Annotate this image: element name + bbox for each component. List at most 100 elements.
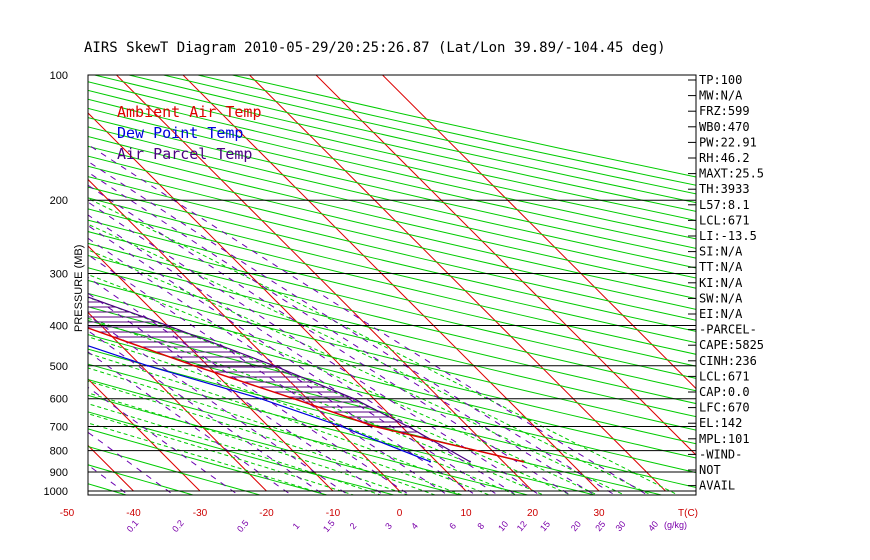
stat-item: CINH:236 [699, 354, 757, 368]
dry-adiabat [88, 254, 696, 405]
dry-adiabat [88, 428, 329, 495]
bottom-temp-tick-label: -30 [193, 508, 208, 519]
isotherm-line [182, 75, 600, 492]
mixing-ratio-tick-label: 2 [348, 521, 359, 531]
bottom-temp-tick-label: 30 [593, 508, 605, 519]
dry-adiabat [88, 186, 696, 332]
stat-item: SI:N/A [699, 245, 743, 259]
mixing-ratio-line [88, 276, 411, 495]
mixing-ratio-tick-label: 10 [496, 519, 510, 533]
pressure-tick-label: 800 [50, 446, 68, 458]
pressure-tick-label: 300 [50, 268, 68, 280]
mixing-ratio-tick-label: 0.2 [170, 518, 186, 534]
mixing-ratio-tick-label: 25 [593, 519, 607, 533]
parcel-point [273, 364, 276, 367]
pressure-tick-label: 200 [50, 195, 68, 207]
isotherm-line [315, 75, 696, 456]
mixing-ratio-line [88, 330, 325, 495]
dry-adiabat [88, 107, 696, 249]
mixing-ratio-line [88, 237, 477, 495]
ambient-curve [88, 327, 524, 463]
dry-adiabat [88, 135, 696, 279]
dry-adiabat [88, 445, 262, 495]
mixing-ratio-unit-label: (g/kg) [664, 520, 687, 530]
bottom-temp-tick-label: -20 [259, 508, 274, 519]
parcel-point [166, 324, 169, 327]
bottom-temp-tick-label: 10 [460, 508, 472, 519]
stat-item: LFC:670 [699, 401, 750, 415]
mixing-ratio-line [88, 254, 449, 495]
dry-adiabat [88, 197, 696, 344]
isotherm-line [88, 378, 201, 492]
stat-item: EI:N/A [699, 307, 743, 321]
plot-curves [27, 296, 525, 463]
dry-adiabat [88, 145, 696, 289]
parcel-point [352, 397, 355, 400]
dry-adiabat [197, 75, 696, 186]
bottom-temp-tick-label: -40 [126, 508, 141, 519]
isotherm-line [88, 311, 267, 492]
stat-item: -WIND- [699, 447, 742, 461]
stat-item: NOT [699, 463, 721, 477]
bottom-temp-tick-label: 0 [397, 508, 403, 519]
stat-item: FRZ:599 [699, 104, 750, 118]
bottom-temp-tick-label: -50 [60, 508, 75, 519]
bottom-temp-unit-label: T(C) [678, 508, 698, 519]
mixing-ratio-line [88, 171, 596, 495]
ambient-point [292, 397, 295, 400]
parcel-curve [88, 296, 471, 463]
stat-item: PW:22.91 [699, 135, 757, 149]
mixing-ratio-tick-label: 12 [515, 519, 529, 533]
mixing-ratio-line [88, 386, 240, 495]
mixing-ratio-tick-label: 8 [475, 521, 486, 531]
stat-item: RH:46.2 [699, 151, 750, 165]
chart-title: AIRS SkewT Diagram 2010-05-29/20:25:26.8… [84, 40, 666, 56]
isotherm-line [116, 75, 533, 492]
pressure-tick-label: 1000 [44, 486, 68, 498]
stat-item: CAPE:5825 [699, 338, 764, 352]
mixing-ratio-tick-label: 6 [447, 521, 458, 531]
dry-adiabat [88, 306, 696, 459]
mixing-ratio-line [88, 351, 293, 495]
dry-adiabat [88, 219, 696, 367]
moist-adiabat [88, 249, 626, 495]
dewpoint-point [428, 460, 431, 463]
dry-adiabat [88, 267, 696, 418]
stat-item: WB0:470 [699, 120, 750, 134]
dewpoint-point [340, 425, 343, 428]
mixing-ratio-line [88, 160, 616, 495]
stat-item: MAXT:25.5 [699, 167, 764, 181]
legend-parcel: Air Parcel Temp [117, 145, 252, 163]
mixing-ratio-tick-label: 30 [614, 519, 628, 533]
stat-item: TP:100 [699, 73, 742, 87]
dry-adiabat [88, 208, 696, 355]
mixing-ratio-tick-label: 1.5 [321, 518, 337, 534]
stat-item: AVAIL [699, 479, 735, 493]
mixing-ratio-tick-label: 3 [383, 521, 394, 531]
stat-item: -PARCEL- [699, 323, 757, 337]
mixing-ratio-tick-label: 0.5 [235, 518, 251, 534]
stat-item: LCL:671 [699, 213, 750, 227]
dry-adiabat [88, 165, 696, 310]
mixing-ratio-line [88, 464, 130, 495]
dewpoint-curve [88, 345, 431, 463]
pressure-tick-label: 900 [50, 467, 68, 479]
stat-item: LCL:671 [699, 369, 750, 383]
ambient-point [373, 425, 376, 428]
bottom-temp-tick-label: -10 [326, 508, 341, 519]
dry-adiabat [88, 464, 195, 495]
mixing-ratio-line [88, 184, 572, 495]
pressure-tick-label: 700 [50, 422, 68, 434]
moist-adiabat [88, 367, 464, 495]
bottom-temp-tick-label: 20 [527, 508, 539, 519]
pressure-tick-label: 400 [50, 320, 68, 332]
dry-adiabat [88, 378, 530, 495]
stat-item: TT:N/A [699, 260, 743, 274]
dry-adiabat [88, 279, 696, 431]
pressure-tick-label: 100 [50, 70, 68, 82]
legend-ambient: Ambient Air Temp [117, 103, 262, 121]
dewpoint-point [27, 324, 29, 326]
mixing-ratio-tick-label: 20 [569, 519, 583, 533]
